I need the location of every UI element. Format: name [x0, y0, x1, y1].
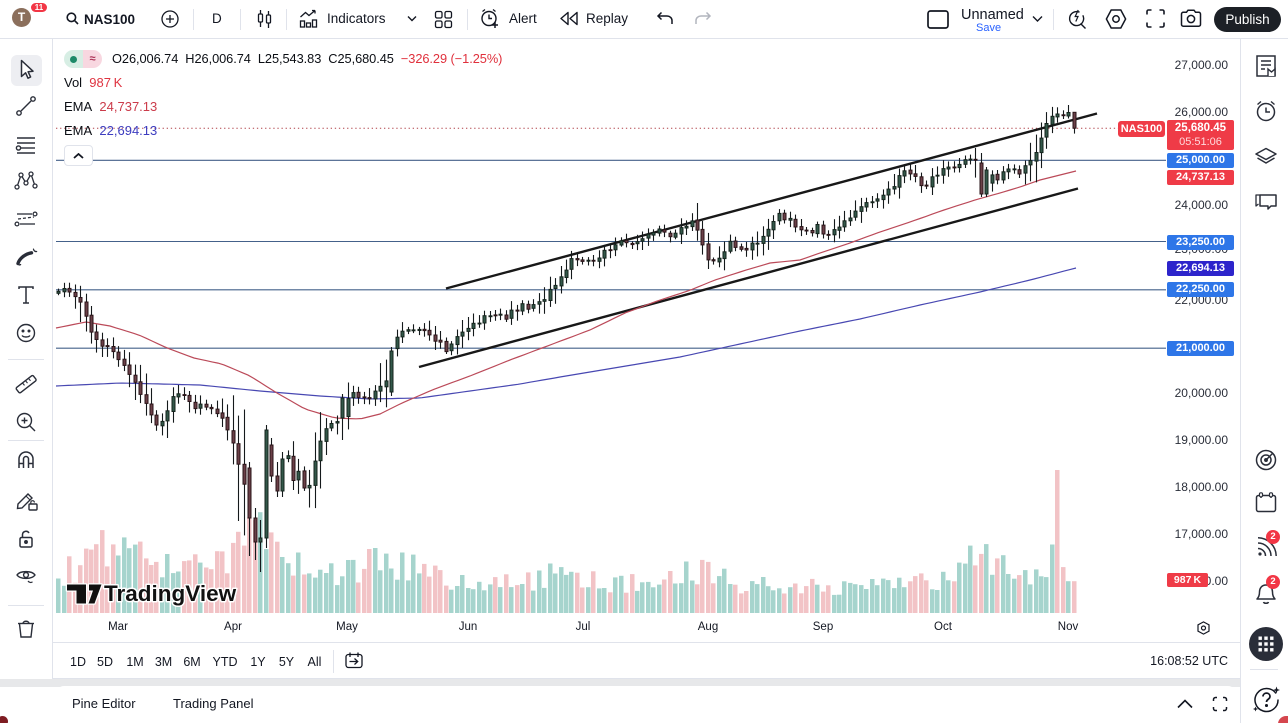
svg-text:TradingView: TradingView [104, 581, 237, 606]
